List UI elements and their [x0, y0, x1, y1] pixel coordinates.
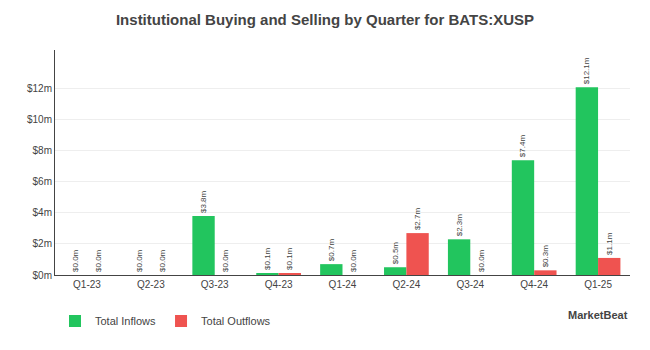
- svg-text:Q2-23: Q2-23: [137, 279, 165, 290]
- svg-text:$1.1m: $1.1m: [605, 232, 614, 255]
- svg-text:$0.0m: $0.0m: [477, 249, 486, 272]
- svg-text:$0.0m: $0.0m: [135, 249, 144, 272]
- svg-text:Total Outflows: Total Outflows: [201, 315, 271, 327]
- svg-text:$2.7m: $2.7m: [413, 208, 422, 231]
- svg-text:$0.1m: $0.1m: [263, 247, 272, 270]
- svg-text:$3.8m: $3.8m: [199, 190, 208, 213]
- svg-text:$0m: $0m: [33, 270, 52, 281]
- svg-text:$0.0m: $0.0m: [349, 249, 358, 272]
- svg-text:$10m: $10m: [27, 114, 52, 125]
- svg-text:Q1-23: Q1-23: [73, 279, 101, 290]
- svg-text:$0.7m: $0.7m: [327, 239, 336, 262]
- svg-text:Q4-24: Q4-24: [520, 279, 548, 290]
- svg-text:Q3-23: Q3-23: [201, 279, 229, 290]
- svg-text:Q4-23: Q4-23: [265, 279, 293, 290]
- svg-text:$12m: $12m: [27, 83, 52, 94]
- svg-text:Q3-24: Q3-24: [456, 279, 484, 290]
- svg-text:$0.0m: $0.0m: [71, 249, 80, 272]
- svg-text:MarketBeat: MarketBeat: [568, 309, 628, 321]
- svg-text:$0.0m: $0.0m: [94, 249, 103, 272]
- svg-text:Total Inflows: Total Inflows: [95, 315, 156, 327]
- svg-text:$12.1m: $12.1m: [582, 57, 591, 84]
- svg-text:$0.0m: $0.0m: [221, 249, 230, 272]
- svg-text:Institutional Buying and Selli: Institutional Buying and Selling by Quar…: [116, 11, 534, 28]
- svg-text:$0.0m: $0.0m: [158, 249, 167, 272]
- svg-text:$0.5m: $0.5m: [391, 242, 400, 265]
- svg-text:$2m: $2m: [33, 238, 52, 249]
- svg-text:Q1-25: Q1-25: [584, 279, 612, 290]
- svg-text:Q2-24: Q2-24: [392, 279, 420, 290]
- svg-text:$8m: $8m: [33, 145, 52, 156]
- svg-text:$0.3m: $0.3m: [541, 245, 550, 268]
- svg-text:$7.4m: $7.4m: [518, 135, 527, 158]
- svg-text:$0.1m: $0.1m: [285, 247, 294, 270]
- svg-text:$4m: $4m: [33, 207, 52, 218]
- svg-text:Q1-24: Q1-24: [329, 279, 357, 290]
- svg-text:$6m: $6m: [33, 176, 52, 187]
- svg-text:$2.3m: $2.3m: [455, 214, 464, 237]
